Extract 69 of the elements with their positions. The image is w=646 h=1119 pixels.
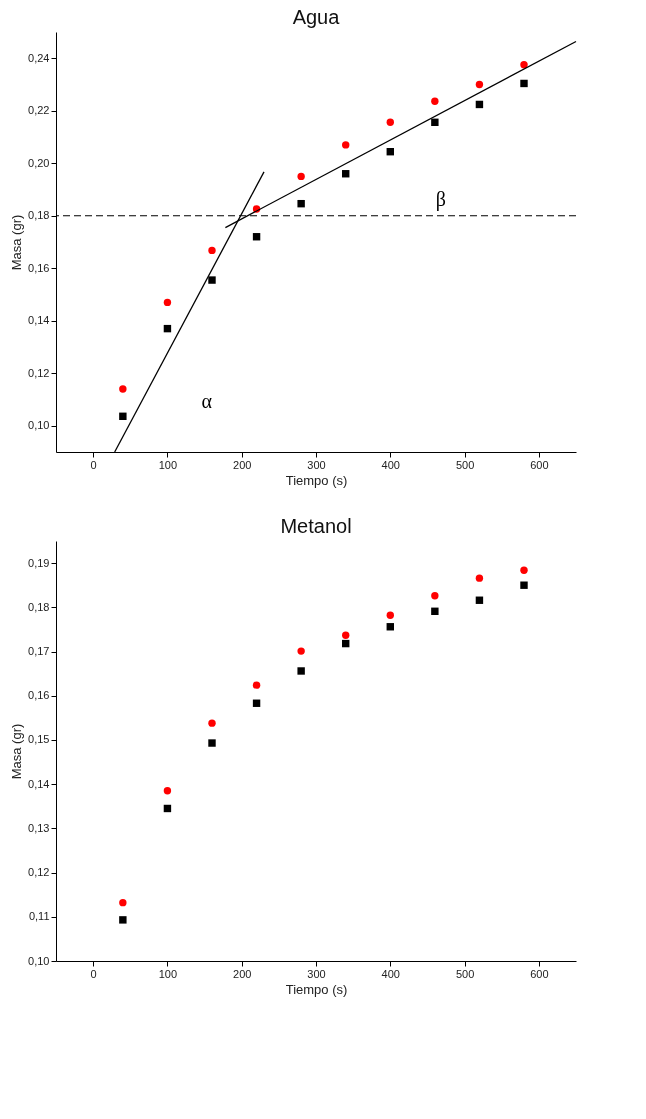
point: [386, 611, 394, 619]
x-axis-title: Tiempo (s): [285, 981, 348, 997]
x-tick-label: 100: [158, 458, 178, 471]
point: [297, 647, 305, 655]
y-axis-title: Masa (gr): [9, 214, 25, 271]
point: [119, 385, 127, 393]
point: [208, 276, 216, 284]
y-tick-label: 0,11: [28, 910, 50, 923]
y-tick-label: 0,12: [28, 866, 50, 879]
chart-title: Metanol: [280, 515, 352, 537]
point: [119, 898, 127, 907]
point: [431, 592, 439, 600]
chart-title: Agua: [292, 6, 341, 28]
point: [119, 916, 127, 924]
y-tick-label: 0,18: [28, 209, 50, 222]
x-tick-label: 100: [158, 967, 178, 980]
point: [119, 412, 127, 421]
x-tick-label: 400: [381, 967, 400, 980]
y-tick-label: 0,18: [28, 600, 50, 613]
y-tick-label: 0,19: [28, 556, 50, 569]
y-tick-label: 0,24: [28, 51, 50, 64]
annotation: α: [201, 389, 213, 412]
point: [297, 172, 305, 181]
y-tick-label: 0,12: [28, 366, 50, 379]
y-tick-label: 0,13: [28, 821, 50, 834]
point: [431, 118, 439, 127]
y-tick-label: 0,10: [28, 419, 50, 432]
x-tick-label: 0: [90, 967, 97, 980]
y-tick-label: 0,20: [28, 156, 50, 169]
point: [163, 787, 172, 795]
point: [386, 118, 394, 126]
y-tick-label: 0,15: [28, 733, 50, 746]
y-tick-label: 0,16: [28, 689, 50, 702]
point: [431, 97, 439, 105]
x-tick-label: 300: [307, 458, 326, 471]
x-tick-label: 500: [455, 967, 475, 980]
x-axis-title: Tiempo (s): [285, 472, 348, 488]
point: [208, 719, 216, 727]
point: [520, 79, 528, 88]
point: [297, 199, 305, 208]
y-tick-label: 0,17: [28, 645, 50, 658]
y-tick-label: 0,10: [28, 954, 50, 967]
annotation: β: [435, 188, 446, 211]
x-tick-label: 500: [455, 458, 475, 471]
point: [520, 61, 528, 69]
x-tick-label: 200: [233, 458, 252, 471]
point: [208, 739, 216, 747]
point: [520, 566, 528, 574]
point: [252, 681, 261, 689]
x-tick-label: 600: [530, 967, 549, 980]
point: [520, 581, 528, 589]
point: [342, 141, 350, 149]
x-tick-label: 400: [381, 458, 400, 471]
x-tick-label: 600: [530, 458, 549, 471]
y-axis-title: Masa (gr): [9, 723, 25, 780]
y-tick-label: 0,14: [28, 777, 50, 790]
point: [297, 667, 305, 675]
y-tick-label: 0,22: [28, 104, 50, 117]
point: [475, 574, 484, 582]
x-tick-label: 0: [90, 458, 97, 471]
y-tick-label: 0,14: [28, 314, 50, 327]
y-tick-label: 0,16: [28, 261, 50, 274]
x-tick-label: 200: [233, 967, 252, 980]
x-tick-label: 300: [307, 967, 326, 980]
point: [475, 80, 484, 89]
point: [163, 298, 172, 307]
point: [208, 246, 216, 255]
point: [431, 607, 439, 615]
point: [342, 631, 350, 639]
